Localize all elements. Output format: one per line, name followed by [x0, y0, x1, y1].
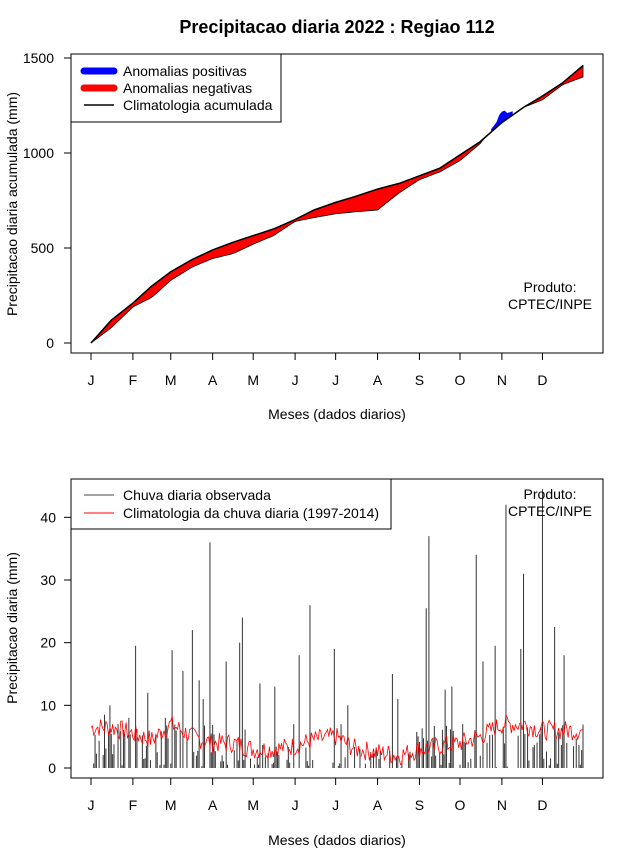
bottom-x-label: Meses (dados diarios)	[268, 832, 406, 848]
top-x-tick-label: A	[208, 372, 218, 388]
chart-title: Precipitacao diaria 2022 : Regiao 112	[179, 17, 494, 37]
bottom-y-tick-label: 0	[48, 760, 56, 776]
legend-negative: Anomalias negativas	[123, 80, 252, 96]
bottom-y-label: Precipitacao diaria (mm)	[4, 552, 20, 704]
bottom-y-tick-label: 20	[40, 635, 56, 651]
bottom-y-tick-label: 40	[40, 509, 56, 525]
top-x-tick-label: J	[88, 372, 95, 388]
bottom-product-name: CPTEC/INPE	[508, 503, 592, 519]
legend-climatology-daily: Climatologia da chuva diaria (1997-2014)	[123, 505, 379, 521]
bottom-x-tick-label: A	[208, 797, 218, 813]
top-x-tick-label: A	[373, 372, 383, 388]
top-x-tick-label: N	[497, 372, 507, 388]
bottom-x-tick-label: S	[415, 797, 424, 813]
bottom-x-tick-label: J	[88, 797, 95, 813]
legend-positive: Anomalias positivas	[123, 63, 247, 79]
bottom-panel: 0 10 20 30 40 J F M A M J J A S O N D Precipitacao diar…	[4, 478, 604, 848]
daily-climatology-line	[90, 714, 584, 766]
bottom-product-label: Produto:	[524, 486, 577, 502]
bottom-y-tick-label: 10	[40, 697, 56, 713]
bottom-x-tick-label: M	[247, 797, 259, 813]
bottom-x-tick-label: J	[292, 797, 299, 813]
bottom-x-tick-label: J	[332, 797, 339, 813]
bottom-legend: Chuva diaria observada Climatologia da c…	[70, 478, 392, 530]
bottom-x-tick-label: A	[373, 797, 383, 813]
top-y-tick-label: 0	[46, 335, 54, 351]
top-x-label: Meses (dados diarios)	[268, 406, 406, 422]
legend-observed: Chuva diaria observada	[123, 487, 271, 503]
top-x-tick-label: S	[415, 372, 424, 388]
bottom-legend-box	[70, 478, 392, 530]
legend-climatology: Climatologia acumulada	[123, 97, 273, 113]
top-y-label: Precipitacao diaria acumulada (mm)	[4, 92, 20, 316]
top-product-label: Produto:	[524, 279, 577, 295]
bottom-x-tick-label: D	[537, 797, 547, 813]
top-marks	[90, 64, 584, 344]
top-x-tick-label: J	[292, 372, 299, 388]
bottom-x-tick-label: F	[129, 797, 138, 813]
bottom-x-tick-label: M	[165, 797, 177, 813]
top-y-tick-label: 1000	[23, 145, 54, 161]
bottom-x-tick-label: O	[455, 797, 466, 813]
top-x-tick-label: M	[165, 372, 177, 388]
bottom-x-tick-label: N	[497, 797, 507, 813]
top-x-tick-label: O	[455, 372, 466, 388]
bottom-y-tick-label: 30	[40, 572, 56, 588]
bottom-marks	[90, 489, 584, 768]
top-panel: 0 500 1000 1500 J F M A M J J A S O N D Precipitacao d…	[4, 50, 604, 422]
top-legend: Anomalias positivas Anomalias negativas …	[70, 53, 282, 123]
climatology-line	[90, 65, 584, 344]
top-x-tick-label: D	[537, 372, 547, 388]
top-y-tick-label: 1500	[23, 50, 54, 66]
bottom-y-axis: 0 10 20 30 40	[40, 509, 71, 776]
top-y-axis: 0 500 1000 1500	[23, 50, 71, 351]
top-x-tick-label: M	[247, 372, 259, 388]
top-product-name: CPTEC/INPE	[508, 296, 592, 312]
top-y-tick-label: 500	[31, 240, 55, 256]
top-x-tick-label: F	[129, 372, 138, 388]
top-x-tick-label: J	[332, 372, 339, 388]
